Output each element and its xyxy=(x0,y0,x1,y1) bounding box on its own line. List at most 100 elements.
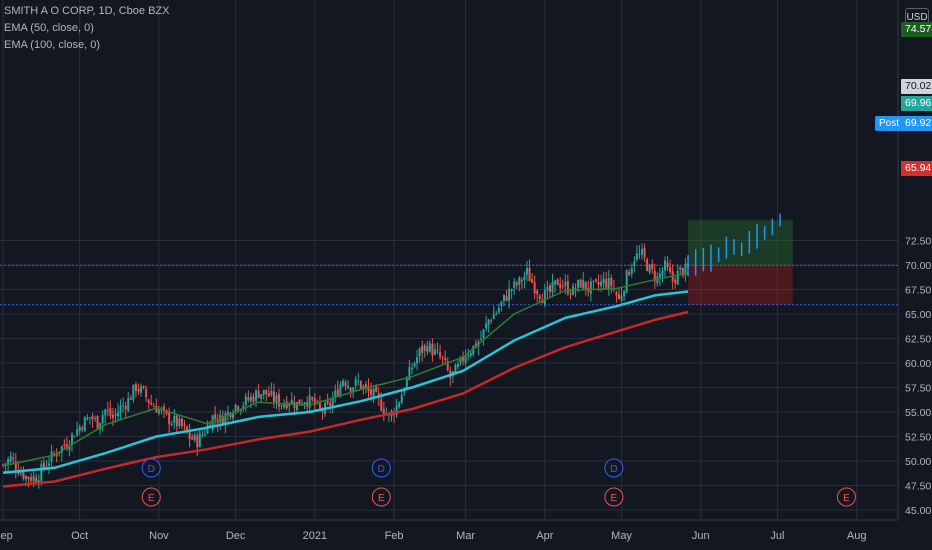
candle-body xyxy=(339,384,342,397)
candle-body xyxy=(249,396,252,401)
candle-body xyxy=(37,480,40,484)
x-tick-label: Feb xyxy=(385,530,404,542)
ema-short-line xyxy=(2,272,689,467)
event-label: E xyxy=(843,493,850,504)
candle xyxy=(467,348,470,361)
earnings-event-marker[interactable]: E xyxy=(604,487,624,507)
candle xyxy=(630,263,633,279)
event-label: E xyxy=(378,493,385,504)
candle-body xyxy=(260,394,263,399)
candle xyxy=(444,350,447,364)
candle-body xyxy=(22,470,25,479)
candle-body xyxy=(224,413,227,425)
candle xyxy=(635,245,638,262)
candle-body xyxy=(495,313,498,315)
candle-body xyxy=(416,356,419,364)
candle-body xyxy=(129,397,132,400)
candle-body xyxy=(413,362,416,366)
y-tick-label: 57.50 xyxy=(905,383,931,395)
candle-body xyxy=(117,412,120,417)
candle-body xyxy=(364,384,367,388)
candle xyxy=(579,278,582,288)
candle-body xyxy=(280,405,283,407)
candle xyxy=(137,383,140,395)
candle-body xyxy=(518,277,521,285)
candle-body xyxy=(439,352,442,357)
candle xyxy=(132,384,135,404)
candle-body xyxy=(14,461,17,470)
candle-body xyxy=(658,273,661,278)
candle-body xyxy=(2,464,4,466)
candle-body xyxy=(229,412,232,418)
candle-body xyxy=(638,253,641,256)
candle xyxy=(605,272,608,291)
candle-body xyxy=(19,472,22,474)
candle-body xyxy=(175,415,178,427)
candle xyxy=(117,403,120,421)
candle xyxy=(436,342,439,355)
candle-body xyxy=(620,295,623,301)
candle-body xyxy=(124,406,127,410)
candle xyxy=(334,384,337,403)
candle-body xyxy=(295,402,298,411)
candle-body xyxy=(178,418,181,426)
candle-body xyxy=(163,406,166,410)
candle-body xyxy=(525,268,528,275)
candle-body xyxy=(651,263,654,270)
candle xyxy=(65,436,68,451)
candle xyxy=(592,280,595,290)
candle-body xyxy=(617,294,620,299)
candle-body xyxy=(579,279,582,288)
earnings-event-marker[interactable]: E xyxy=(836,487,856,507)
earnings-event-marker[interactable]: E xyxy=(371,487,391,507)
candle-body xyxy=(487,319,490,325)
candle-body xyxy=(403,390,406,393)
candle-body xyxy=(456,363,459,367)
candle-body xyxy=(101,415,104,424)
candle-body xyxy=(283,403,286,408)
candle-body xyxy=(646,259,649,271)
candle xyxy=(433,343,436,356)
candle xyxy=(456,359,459,370)
candle-body xyxy=(203,434,206,436)
candle-body xyxy=(441,356,444,358)
earnings-event-marker[interactable]: E xyxy=(141,487,161,507)
y-tick-label: 50.00 xyxy=(905,456,931,468)
dividend-event-marker[interactable]: D xyxy=(141,458,161,478)
post-market-price-tag: 69.92 xyxy=(901,116,932,131)
candle-body xyxy=(86,417,89,420)
x-tick-label: Nov xyxy=(149,530,169,542)
candle xyxy=(658,267,661,287)
dividend-event-marker[interactable]: D xyxy=(604,458,624,478)
ema50-legend[interactable]: EMA (50, close, 0) xyxy=(4,22,94,34)
candle xyxy=(551,273,554,298)
candle xyxy=(175,414,178,433)
candle xyxy=(643,243,646,262)
candle xyxy=(515,280,518,289)
candle-body xyxy=(421,346,424,354)
ema100-legend[interactable]: EMA (100, close, 0) xyxy=(4,39,100,51)
dividend-event-marker[interactable]: D xyxy=(371,458,391,478)
candle xyxy=(255,388,258,408)
candle-body xyxy=(119,405,122,413)
symbol-title[interactable]: SMITH A O CORP, 1D, Cboe BZX xyxy=(4,5,170,17)
candle xyxy=(357,372,360,386)
candle xyxy=(416,349,419,371)
candle xyxy=(533,275,536,299)
candle-body xyxy=(12,457,15,460)
candle-body xyxy=(99,422,102,430)
candle-body xyxy=(648,264,651,273)
candle xyxy=(674,276,677,289)
candle xyxy=(252,393,255,404)
candle xyxy=(617,289,620,300)
forecast-bars xyxy=(687,213,781,277)
candle xyxy=(224,410,227,434)
candle xyxy=(653,263,656,290)
candle xyxy=(76,421,79,437)
candle xyxy=(257,384,260,399)
candle xyxy=(382,401,385,422)
candle-body xyxy=(661,271,664,276)
candle-body xyxy=(78,426,81,432)
candle-body xyxy=(293,402,296,408)
